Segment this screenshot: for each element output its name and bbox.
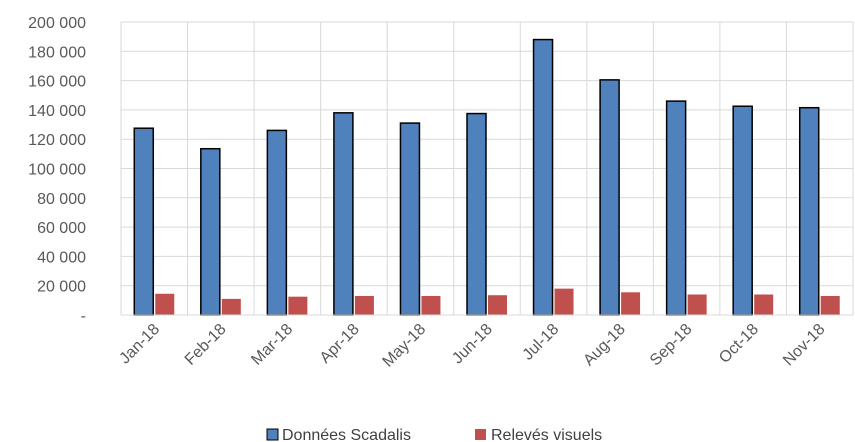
x-tick-label: Aug-18 — [580, 321, 629, 370]
bar-releves — [621, 292, 641, 315]
x-tick-label: Jul-18 — [520, 321, 563, 364]
y-tick-label: 200 000 — [28, 15, 86, 32]
bar-releves — [687, 294, 707, 315]
x-tick-label: Mar-18 — [248, 321, 296, 369]
bar-scadalis — [732, 105, 753, 316]
bar-scadalis — [466, 112, 487, 316]
y-tick-label: 20 000 — [37, 279, 86, 296]
x-axis: Jan-18 Feb-18 Mar-18 Apr-18 May-18 Jun-18 Jul-… — [116, 321, 828, 371]
bar-scadalis — [798, 106, 820, 316]
bar-releves — [354, 295, 374, 315]
x-tick-label: Oct-18 — [716, 321, 762, 367]
bar-releves — [554, 288, 574, 315]
bar-scadalis — [200, 147, 221, 316]
y-tick-label: 180 000 — [28, 44, 86, 61]
bar-releves — [754, 294, 774, 315]
legend-swatch-scadalis — [266, 428, 279, 441]
x-tick-label: Apr-18 — [317, 321, 363, 367]
x-tick-label: Jun-18 — [449, 321, 496, 368]
bar-releves — [820, 295, 840, 315]
bar-scadalis — [399, 122, 421, 316]
y-tick-label: 40 000 — [37, 249, 86, 266]
x-tick-label: Nov-18 — [780, 321, 829, 370]
bar-releves — [288, 296, 308, 315]
gridlines — [120, 21, 854, 315]
x-tick-label: May-18 — [380, 321, 430, 371]
legend-label-scadalis: Données Scadalis — [282, 427, 411, 442]
bar-scadalis — [266, 129, 288, 316]
y-tick-label: 160 000 — [28, 74, 86, 91]
y-tick-label: - — [81, 308, 86, 325]
legend: Données Scadalis Relevés visuels — [266, 427, 602, 442]
y-tick-label: 80 000 — [37, 191, 86, 208]
y-tick-label: 120 000 — [28, 132, 86, 149]
legend-swatch-releves — [475, 429, 486, 440]
bar-releves — [221, 298, 241, 315]
legend-label-releves: Relevés visuels — [491, 427, 602, 442]
bar-releves — [155, 293, 175, 315]
bar-scadalis — [665, 100, 687, 316]
x-tick-label: Feb-18 — [182, 321, 230, 369]
bar-scadalis — [133, 127, 155, 316]
bar-releves — [421, 295, 441, 315]
bar-scadalis — [333, 112, 354, 316]
y-tick-label: 100 000 — [28, 162, 86, 179]
x-tick-label: Jan-18 — [116, 321, 163, 368]
bar-scadalis — [599, 79, 620, 316]
y-tick-label: 60 000 — [37, 220, 86, 237]
y-tick-label: 140 000 — [28, 103, 86, 120]
y-axis: - 20 000 40 000 60 000 80 000 100 000 120 000 1… — [28, 15, 86, 325]
bar-releves — [488, 295, 507, 315]
bar-scadalis — [532, 38, 554, 316]
x-tick-label: Sep-18 — [647, 321, 696, 370]
